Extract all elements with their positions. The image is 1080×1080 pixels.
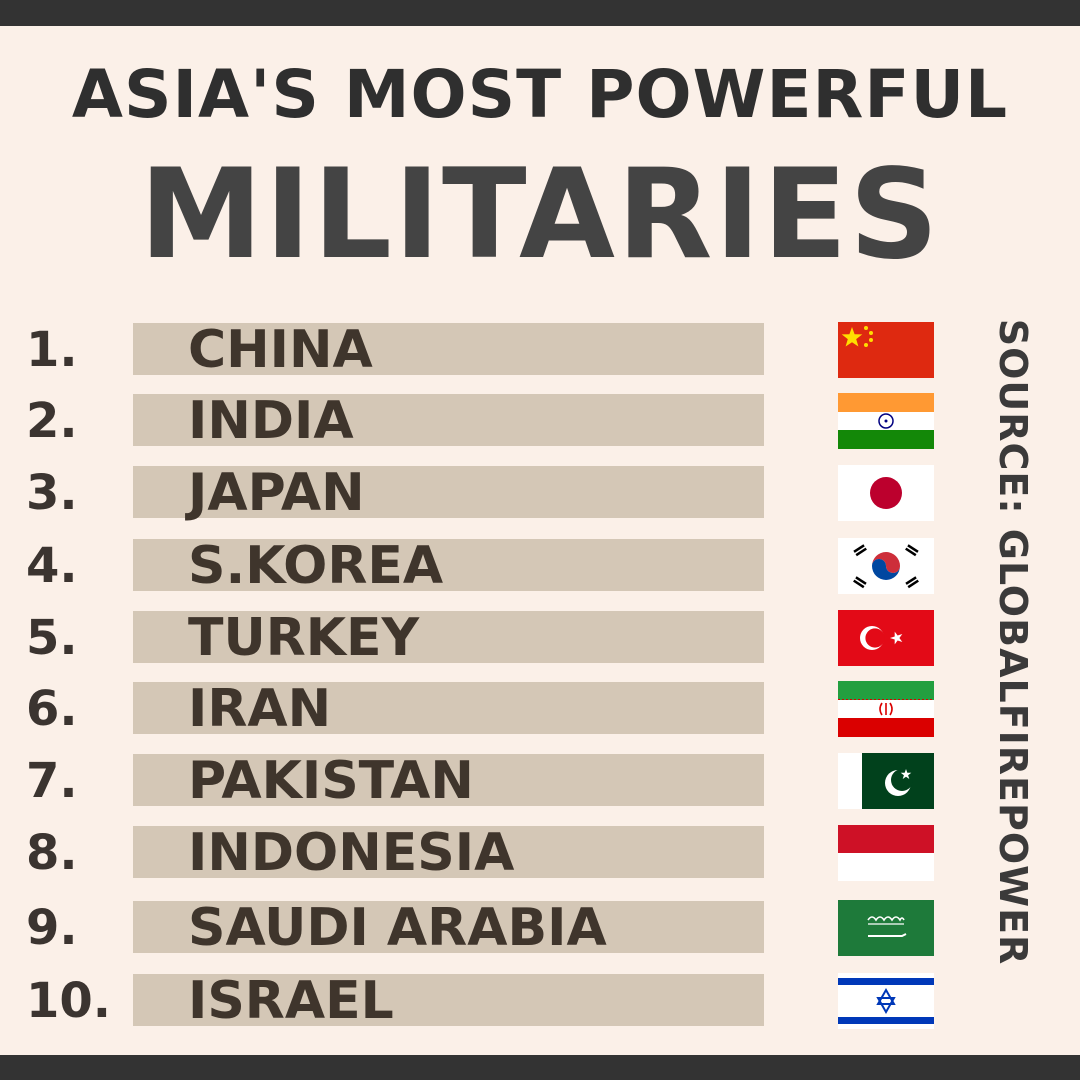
ranking-row: 10. ISRAEL xyxy=(0,973,960,1029)
china-flag-icon xyxy=(838,322,934,378)
ranking-bar xyxy=(133,611,764,663)
pakistan-flag-icon xyxy=(838,753,934,809)
israel-flag-icon xyxy=(838,973,934,1029)
ranking-row: 4. S.KOREA xyxy=(0,538,960,594)
india-flag-icon xyxy=(838,393,934,449)
title-line-2: MILITARIES xyxy=(139,143,941,287)
ranking-bar xyxy=(133,974,764,1026)
ranking-bar xyxy=(133,826,764,878)
rank-number: 8. xyxy=(26,825,78,881)
japan-flag-icon xyxy=(838,465,934,521)
saudi-arabia-flag-icon xyxy=(838,900,934,956)
ranking-row: 5. TURKEY xyxy=(0,610,960,666)
ranking-row: 9. SAUDI ARABIA xyxy=(0,900,960,956)
rank-number: 9. xyxy=(26,900,78,956)
rank-number: 4. xyxy=(26,538,78,594)
south-korea-flag-icon xyxy=(838,538,934,594)
ranking-bar xyxy=(133,466,764,518)
rank-number: 10. xyxy=(26,973,112,1029)
country-name: INDIA xyxy=(188,391,354,451)
rank-number: 6. xyxy=(26,681,78,737)
ranking-row: 7. PAKISTAN xyxy=(0,753,960,809)
rank-number: 2. xyxy=(26,393,78,449)
country-name: CHINA xyxy=(188,320,373,380)
ranking-bar xyxy=(133,539,764,591)
turkey-flag-icon xyxy=(838,610,934,666)
ranking-row: 1. CHINA xyxy=(0,322,960,378)
country-name: TURKEY xyxy=(188,608,420,668)
rank-number: 3. xyxy=(26,465,78,521)
ranking-bar xyxy=(133,754,764,806)
country-name: INDONESIA xyxy=(188,823,515,883)
country-name: SAUDI ARABIA xyxy=(188,898,607,958)
indonesia-flag-icon xyxy=(838,825,934,881)
ranking-bar xyxy=(133,323,764,375)
country-name: ISRAEL xyxy=(188,971,394,1031)
ranking-bar xyxy=(133,682,764,734)
country-name: IRAN xyxy=(188,679,332,739)
ranking-row: 6. IRAN xyxy=(0,681,960,737)
rank-number: 5. xyxy=(26,610,78,666)
rank-number: 7. xyxy=(26,753,78,809)
country-name: JAPAN xyxy=(188,463,365,523)
top-frame-bar xyxy=(0,0,1080,26)
country-name: PAKISTAN xyxy=(188,751,474,811)
ranking-row: 2. INDIA xyxy=(0,393,960,449)
source-label: SOURCE: GLOBALFIREPOWER xyxy=(991,318,1035,966)
rank-number: 1. xyxy=(26,322,78,378)
ranking-bar xyxy=(133,901,764,953)
ranking-bar xyxy=(133,394,764,446)
ranking-row: 3. JAPAN xyxy=(0,465,960,521)
country-name: S.KOREA xyxy=(188,536,444,596)
title-line-1: ASIA'S MOST POWERFUL xyxy=(71,56,1009,133)
ranking-row: 8. INDONESIA xyxy=(0,825,960,881)
iran-flag-icon xyxy=(838,681,934,737)
bottom-frame-bar xyxy=(0,1055,1080,1080)
